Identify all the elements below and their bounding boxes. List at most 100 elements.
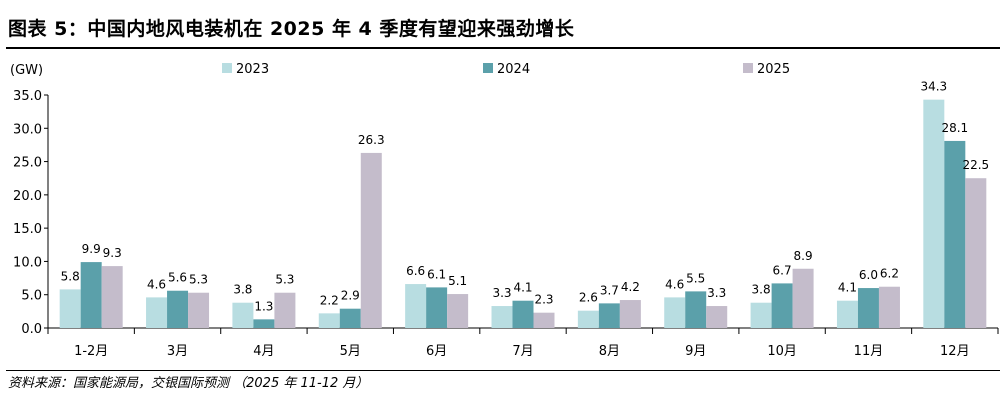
data-label: 2.9 — [341, 289, 360, 303]
data-label: 6.1 — [427, 267, 446, 281]
legend: 2023 2024 2025 — [222, 62, 790, 77]
data-label: 6.0 — [859, 268, 878, 282]
legend-swatch-2024 — [483, 63, 493, 73]
x-axis: 1-2月 3月 4月 5月 6月 7月 8月 9月 10月 11月 12月 — [47, 327, 999, 359]
x-tick-label: 6月 — [426, 344, 447, 359]
y-tick-label: 5.0 — [21, 289, 42, 304]
x-tick-label: 11月 — [854, 344, 884, 359]
bar-2025-10月 — [792, 268, 814, 328]
data-labels: 5.8 4.6 3.8 2.2 6.6 3.3 2.6 4.6 3.8 4.1 34.3 9.9 5.6… — [61, 80, 990, 314]
bar-2025-5月 — [360, 152, 382, 328]
x-tick-label: 7月 — [512, 344, 533, 359]
footer-divider — [6, 370, 1000, 371]
bar-2024-1-2月 — [80, 262, 102, 328]
y-tick-label: 20.0 — [13, 189, 42, 204]
legend-label: 2023 — [236, 62, 269, 77]
data-label: 26.3 — [358, 133, 385, 147]
bars — [59, 99, 987, 328]
legend-swatch-2023 — [222, 63, 232, 73]
bar-2024-7月 — [512, 300, 534, 328]
data-label: 5.5 — [686, 271, 705, 285]
bar-2023-7月 — [491, 306, 513, 328]
data-label: 5.8 — [61, 269, 80, 283]
legend-label: 2025 — [757, 62, 790, 77]
legend-label: 2024 — [497, 62, 530, 77]
x-tick-label: 8月 — [599, 344, 620, 359]
bar-2023-10月 — [750, 302, 772, 328]
data-label: 4.6 — [147, 277, 166, 291]
bar-2024-11月 — [857, 288, 879, 328]
data-label: 9.3 — [103, 246, 122, 260]
bar-2024-5月 — [339, 308, 361, 328]
data-label: 1.3 — [254, 299, 273, 313]
bar-2023-4月 — [232, 302, 254, 328]
bar-2025-11月 — [878, 286, 900, 328]
y-tick-label: 30.0 — [13, 122, 42, 137]
title-divider — [6, 47, 1000, 49]
bar-2024-12月 — [944, 140, 966, 328]
data-label: 3.8 — [233, 283, 252, 297]
data-label: 6.6 — [406, 264, 425, 278]
bar-2024-6月 — [426, 287, 448, 328]
y-tick-label: 35.0 — [13, 89, 42, 104]
bar-2024-3月 — [167, 290, 189, 328]
data-label: 4.6 — [665, 277, 684, 291]
data-label: 3.3 — [492, 286, 511, 300]
y-tick-label: 25.0 — [13, 156, 42, 171]
data-label: 3.7 — [600, 283, 619, 297]
legend-swatch-2025 — [743, 63, 753, 73]
x-tick-label: 3月 — [167, 344, 188, 359]
data-label: 4.1 — [513, 281, 532, 295]
y-tick-label: 0.0 — [21, 322, 42, 337]
x-tick-label: 10月 — [767, 344, 797, 359]
bar-2024-8月 — [598, 303, 620, 328]
x-tick-label: 4月 — [253, 344, 274, 359]
data-label: 5.1 — [448, 274, 467, 288]
y-tick-label: 10.0 — [13, 255, 42, 270]
data-label: 9.9 — [82, 242, 101, 256]
x-tick-label: 5月 — [340, 344, 361, 359]
data-label: 5.3 — [275, 273, 294, 287]
bar-2023-12月 — [923, 99, 945, 328]
data-label: 34.3 — [920, 80, 947, 94]
bar-2023-9月 — [664, 297, 686, 328]
bar-2023-5月 — [318, 313, 340, 328]
data-label: 2.2 — [320, 293, 339, 307]
y-axis-label: (GW) — [10, 63, 43, 78]
data-label: 6.2 — [880, 267, 899, 281]
bar-2025-3月 — [188, 292, 210, 328]
bar-2025-7月 — [533, 312, 555, 328]
bar-chart: (GW) 2023 2024 2025 0.0 5.0 10.0 15.0 20.0 25.0… — [10, 62, 999, 359]
bar-2023-6月 — [405, 284, 427, 328]
bar-2025-9月 — [706, 306, 728, 328]
y-axis: 0.0 5.0 10.0 15.0 20.0 25.0 30.0 35.0 — [13, 89, 49, 337]
bar-2025-12月 — [965, 178, 987, 328]
chart-title: 图表 5：中国内地风电装机在 2025 年 4 季度有望迎来强劲增长 — [8, 18, 575, 40]
bar-2025-8月 — [619, 300, 641, 328]
bar-2023-3月 — [146, 297, 168, 328]
data-label: 22.5 — [962, 158, 989, 172]
data-label: 5.3 — [189, 273, 208, 287]
bar-2025-1-2月 — [101, 266, 123, 328]
bar-2025-6月 — [447, 294, 469, 328]
data-label: 6.7 — [773, 263, 792, 277]
bar-2024-4月 — [253, 319, 275, 328]
data-label: 3.3 — [707, 286, 726, 300]
data-label: 8.9 — [794, 249, 813, 263]
data-label: 5.6 — [168, 271, 187, 285]
data-label: 3.8 — [752, 283, 771, 297]
data-label: 4.1 — [838, 281, 857, 295]
x-tick-label: 12月 — [940, 344, 970, 359]
bar-2023-8月 — [577, 310, 599, 328]
bar-2025-4月 — [274, 292, 296, 328]
data-label: 2.3 — [534, 293, 553, 307]
source-note: 资料来源：国家能源局，交银国际预测 （2025 年 11-12 月） — [8, 376, 369, 391]
data-label: 4.2 — [621, 280, 640, 294]
x-tick-label: 1-2月 — [74, 344, 108, 359]
bar-2024-10月 — [771, 283, 793, 328]
data-label: 28.1 — [941, 121, 968, 135]
data-label: 2.6 — [579, 291, 598, 305]
bar-2024-9月 — [685, 291, 707, 328]
bar-2023-1-2月 — [59, 289, 81, 328]
y-tick-label: 15.0 — [13, 222, 42, 237]
